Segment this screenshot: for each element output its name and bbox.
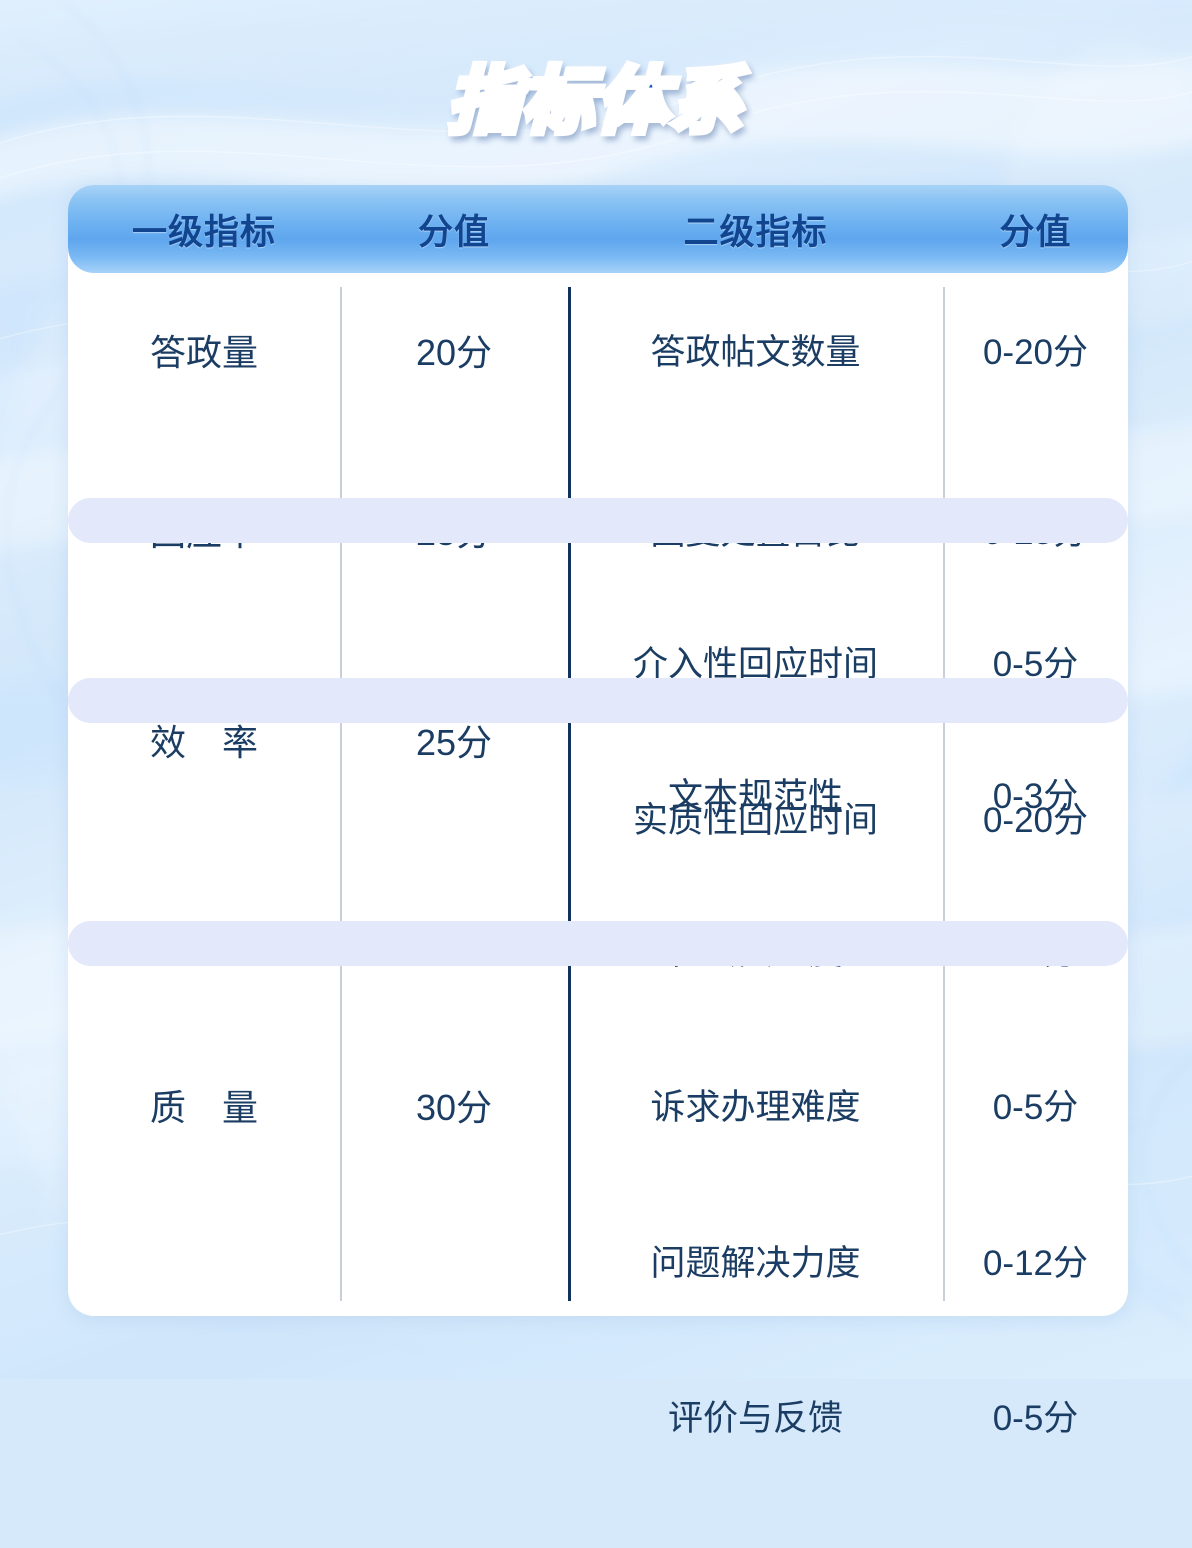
secondary-indicator-item: 实质性回应时间 (632, 800, 878, 840)
table-body: 答政量 20分 答政帖文数量 0-20分 回应率 25分 回复处置占比 0-25… (68, 273, 1128, 1438)
secondary-score-item: 0-5分 (992, 645, 1079, 685)
cell-secondary-score-list: 0-3分 0-5分 0-5分 0-12分 0-5分 (943, 668, 1128, 1548)
column-divider-1 (340, 287, 342, 1301)
row-separator-band (68, 498, 1128, 543)
secondary-score-item: 0-12分 (982, 1243, 1089, 1283)
page-title-wrapper: 指标体系 指标体系 (0, 38, 1192, 151)
table-row: 答政量 20分 答政帖文数量 0-20分 (68, 310, 1128, 395)
secondary-indicator-item: 问题解决力度 (650, 1243, 861, 1283)
cell-secondary-score-list: 0-5分 0-20分 (943, 536, 1128, 950)
column-header-secondary-score: 分值 (999, 212, 1072, 252)
column-divider-2 (568, 287, 571, 1301)
row-separator-band (68, 921, 1128, 966)
column-header-secondary-indicator: 二级指标 (683, 212, 828, 252)
cell-primary-score: 20分 (415, 331, 493, 373)
page-title: 指标体系 (434, 38, 758, 151)
column-header-primary-score: 分值 (417, 212, 490, 252)
secondary-indicator-item: 评价与反馈 (667, 1398, 843, 1438)
secondary-score-item: 0-5分 (992, 1398, 1079, 1438)
column-header-primary-indicator: 一级指标 (131, 212, 276, 252)
secondary-score-item: 0-20分 (982, 800, 1089, 840)
cell-primary-indicator: 答政量 (149, 331, 258, 373)
cell-secondary-indicator: 答政帖文数量 (650, 332, 861, 372)
table-header: 一级指标 分值 二级指标 分值 (68, 185, 1128, 273)
column-divider-3 (943, 287, 945, 1301)
cell-primary-indicator: 效 率 (149, 722, 258, 764)
table-row: 效 率 25分 介入性回应时间 实质性回应时间 0-5分 0-20分 (68, 645, 1128, 839)
cell-secondary-indicator-list: 介入性回应时间 实质性回应时间 (568, 536, 943, 950)
cell-secondary-score: 0-20分 (982, 332, 1089, 372)
cell-secondary-indicator-list: 文本规范性 社会关注度 诉求办理难度 问题解决力度 评价与反馈 (568, 668, 943, 1548)
table-row: 质 量 30分 文本规范性 社会关注度 诉求办理难度 问题解决力度 评价与反馈 … (68, 777, 1128, 1438)
secondary-score-item: 0-5分 (992, 1088, 1079, 1128)
secondary-indicator-item: 文本规范性 (667, 777, 843, 817)
cell-primary-score: 25分 (415, 722, 493, 764)
secondary-indicator-item: 诉求办理难度 (650, 1088, 861, 1128)
indicator-table-card: 一级指标 分值 二级指标 分值 答政量 20分 答政帖文数量 0-20分 回应率… (68, 185, 1128, 1438)
secondary-indicator-item: 介入性回应时间 (632, 645, 878, 685)
row-separator-band (68, 678, 1128, 723)
secondary-score-item: 0-3分 (992, 777, 1079, 817)
cell-primary-score: 30分 (415, 1087, 493, 1129)
cell-primary-indicator: 质 量 (149, 1087, 258, 1129)
